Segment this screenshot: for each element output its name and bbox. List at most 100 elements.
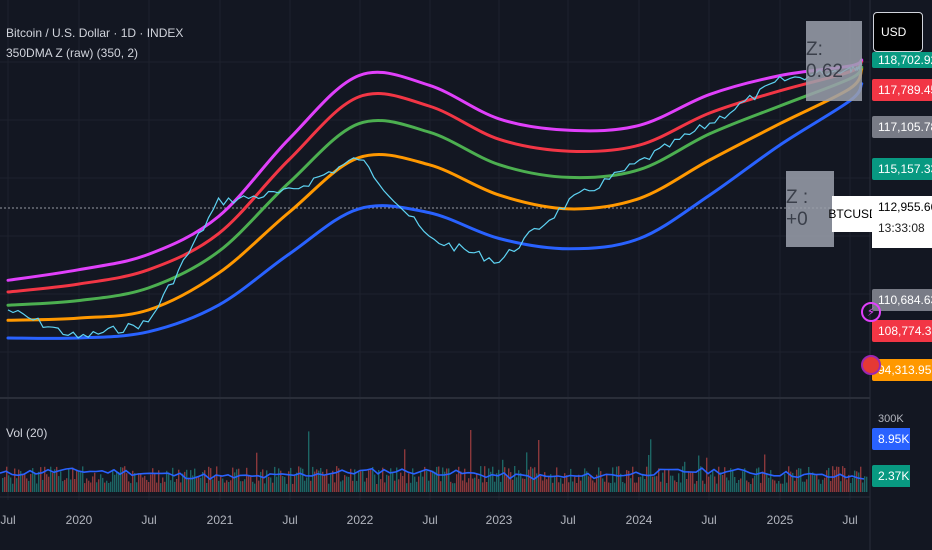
volume-bar <box>452 483 454 492</box>
volume-bar <box>854 470 856 492</box>
volume-bar <box>786 482 788 492</box>
symbol-title[interactable]: Bitcoin / U.S. Dollar · 1D · INDEX <box>6 26 184 40</box>
volume-bar <box>146 479 148 492</box>
volume-bar <box>638 477 640 492</box>
volume-bar <box>756 468 758 492</box>
volume-bar <box>70 479 72 492</box>
volume-bar <box>298 466 300 492</box>
volume-bar <box>174 481 176 492</box>
volume-bar <box>598 467 600 492</box>
volume-bar <box>676 482 678 492</box>
volume-bar <box>12 483 14 492</box>
x-tick-label: Jul <box>701 513 717 527</box>
price-label: 118,702.92 <box>872 52 932 68</box>
volume-bar <box>402 476 404 492</box>
volume-bar <box>110 481 112 492</box>
volume-bar <box>614 482 616 492</box>
volume-bar <box>184 471 186 492</box>
volume-bar <box>524 478 526 492</box>
volume-bar <box>554 477 556 492</box>
volume-bar <box>520 473 522 492</box>
volume-bar <box>582 474 584 492</box>
volume-bar <box>834 469 836 492</box>
volume-bar <box>258 480 260 492</box>
volume-bar <box>660 481 662 492</box>
volume-bar <box>864 476 866 492</box>
volume-bar <box>58 476 60 492</box>
volume-bar <box>528 469 530 492</box>
volume-bar <box>656 476 658 492</box>
volume-bar <box>362 470 364 492</box>
volume-bar <box>470 430 472 492</box>
volume-bar <box>820 483 822 492</box>
volume-bar <box>618 466 620 492</box>
x-tick-label: Jul <box>282 513 298 527</box>
volume-bar <box>432 470 434 492</box>
lightning-icon[interactable]: ⚡ <box>861 302 881 322</box>
indicator-legend[interactable]: 350DMA Z (raw) (350, 2) <box>6 46 139 60</box>
volume-bar <box>694 483 696 492</box>
flag-icon[interactable] <box>861 355 881 375</box>
volume-bar <box>628 470 630 492</box>
price-line-btcusd <box>7 61 863 339</box>
volume-bar <box>60 471 62 492</box>
volume-bar <box>94 472 96 492</box>
volume-bar <box>634 482 636 492</box>
volume-bar <box>216 466 218 492</box>
volume-bar <box>48 476 50 492</box>
volume-bar <box>42 479 44 492</box>
volume-bar <box>736 483 738 492</box>
volume-bar <box>840 481 842 492</box>
volume-bar <box>636 482 638 492</box>
volume-bar <box>430 471 432 492</box>
volume-bar <box>848 474 850 492</box>
volume-bar <box>688 471 690 492</box>
volume-bar <box>132 470 134 492</box>
volume-bar <box>158 470 160 492</box>
volume-bar <box>162 477 164 492</box>
volume-bar <box>620 473 622 492</box>
volume-bar <box>350 468 352 492</box>
countdown: 13:33:08 <box>878 221 925 235</box>
volume-bar <box>522 478 524 492</box>
volume-bar <box>562 483 564 492</box>
volume-bar <box>692 472 694 492</box>
volume-bar <box>462 480 464 492</box>
volume-bar <box>148 482 150 492</box>
currency-button[interactable]: USD <box>873 12 923 52</box>
volume-bar <box>862 482 864 492</box>
volume-bar <box>572 481 574 492</box>
volume-bar <box>10 477 12 492</box>
volume-bar <box>160 483 162 492</box>
volume-bar <box>30 474 32 492</box>
volume-bar <box>690 471 692 492</box>
volume-bar <box>450 481 452 492</box>
volume-bar <box>366 477 368 492</box>
volume-bar <box>530 466 532 492</box>
volume-bar <box>274 466 276 492</box>
volume-bar <box>526 452 528 492</box>
volume-bar <box>812 472 814 492</box>
band-line-1 <box>6 58 864 282</box>
volume-bar <box>324 474 326 492</box>
volume-bar <box>114 474 116 492</box>
volume-bar <box>810 473 812 492</box>
volume-bar <box>106 480 108 492</box>
volume-bar <box>592 480 594 492</box>
volume-bar <box>398 479 400 492</box>
volume-legend[interactable]: Vol (20) <box>6 426 48 440</box>
x-tick-label: 2022 <box>346 513 374 527</box>
volume-bar <box>738 480 740 492</box>
volume-bar <box>168 472 170 492</box>
volume-bar <box>406 483 408 492</box>
volume-bar <box>154 473 156 492</box>
volume-bar <box>390 468 392 492</box>
volume-bar <box>264 483 266 492</box>
volume-bar <box>686 479 688 492</box>
volume-bar <box>670 475 672 492</box>
volume-bar <box>334 482 336 492</box>
volume-bar <box>478 478 480 492</box>
volume-bar <box>612 467 614 492</box>
